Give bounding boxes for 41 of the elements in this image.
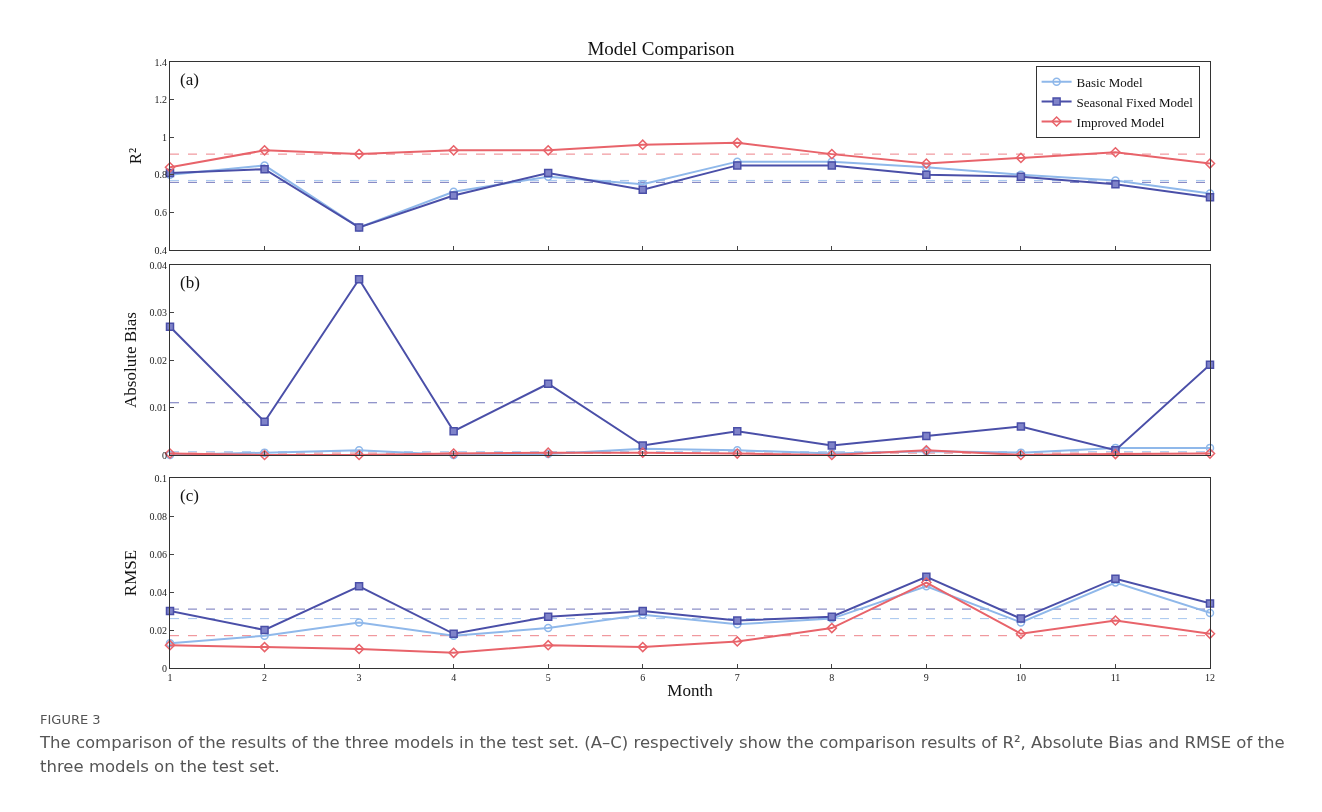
legend-label: Basic Model [1076,74,1144,90]
text: The comparison of the results of the three models in the test set. (A–C) respectively show the comparison results of R², Absolute Bias and RMSE of the three models on the test set. [40,732,1286,778]
y-tick-label: 0.04 [149,586,167,598]
chart-title: Model Comparison [587,37,736,59]
x-tick-label: 12 [1205,672,1215,683]
x-tick-label: 5 [545,672,551,683]
y-tick-label: 0 [162,449,167,461]
y-tick-label: 0.01 [149,402,167,413]
y-tick-label: 1 [162,131,167,143]
legend-label: Seasonal Fixed Model [1076,94,1194,110]
y-tick-label: 0.06 [149,548,167,560]
y-tick-label: 0.04 [149,259,167,271]
annotation: (c) [180,486,199,505]
y-axis-title: RMSE [121,549,141,597]
y-axis-title: R² [126,147,146,165]
x-tick-label: 10 [1015,672,1026,683]
caption: FIGURE 3 [40,712,102,727]
y-tick-label: 0.1 [154,472,167,484]
x-tick-label: 8 [829,672,835,683]
x-axis-title: Month [667,681,714,701]
x-tick-label: 4 [451,672,457,683]
y-tick-label: 1.4 [154,56,167,68]
legend-label: Improved Model [1076,114,1165,130]
y-tick-label: 1.2 [154,94,167,106]
x-tick-label: 6 [640,672,646,683]
x-tick-label: 2 [262,672,268,683]
y-tick-label: 0.02 [149,624,167,636]
x-tick-label: 9 [923,672,929,683]
y-tick-label: 0.6 [154,206,167,218]
y-tick-label: 0 [162,662,167,674]
y-tick-label: 0.4 [154,244,167,256]
annotation: (b) [180,273,200,292]
x-tick-label: 7 [734,672,740,683]
y-tick-label: 0.02 [149,354,167,366]
x-tick-label: 11 [1110,672,1121,683]
y-tick-label: 0.08 [149,510,167,522]
annotation: (a) [180,70,199,89]
x-tick-label: 3 [356,672,362,683]
y-tick-label: 0.8 [154,169,167,181]
y-tick-label: 0.03 [149,307,167,318]
y-axis-title: Absolute Bias [121,312,141,408]
